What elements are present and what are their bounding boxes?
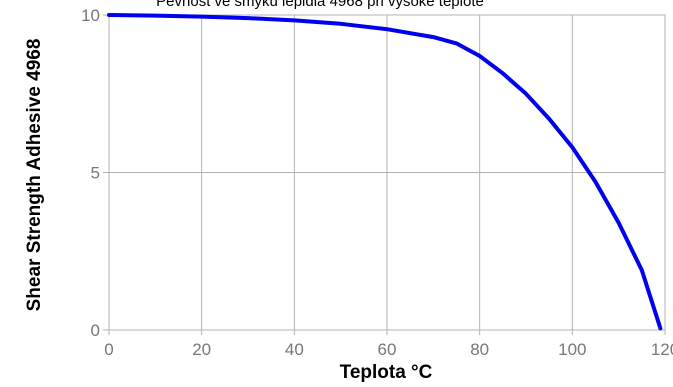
y-axis-title: Shear Strength Adhesive 4968 <box>24 39 45 312</box>
y-tick-label: 10 <box>81 6 100 25</box>
x-tick-label: 20 <box>192 340 211 359</box>
grid <box>103 14 666 335</box>
tick-labels: 0 20 40 60 80 100 120 0 5 10 <box>81 6 673 359</box>
x-tick-label: 100 <box>558 340 586 359</box>
chart-title: Pevnost ve smyku lepidla 4968 při vysoké… <box>156 0 484 10</box>
x-tick-label: 80 <box>470 340 489 359</box>
x-tick-label: 40 <box>285 340 304 359</box>
series-line <box>107 13 663 331</box>
x-tick-label: 60 <box>378 340 397 359</box>
x-tick-label: 120 <box>651 340 673 359</box>
y-tick-label: 5 <box>91 164 100 183</box>
y-tick-label: 0 <box>91 321 100 340</box>
x-axis-title: Teplota °C <box>340 362 433 383</box>
x-tick-label: 0 <box>104 340 113 359</box>
series-layer <box>107 13 663 331</box>
